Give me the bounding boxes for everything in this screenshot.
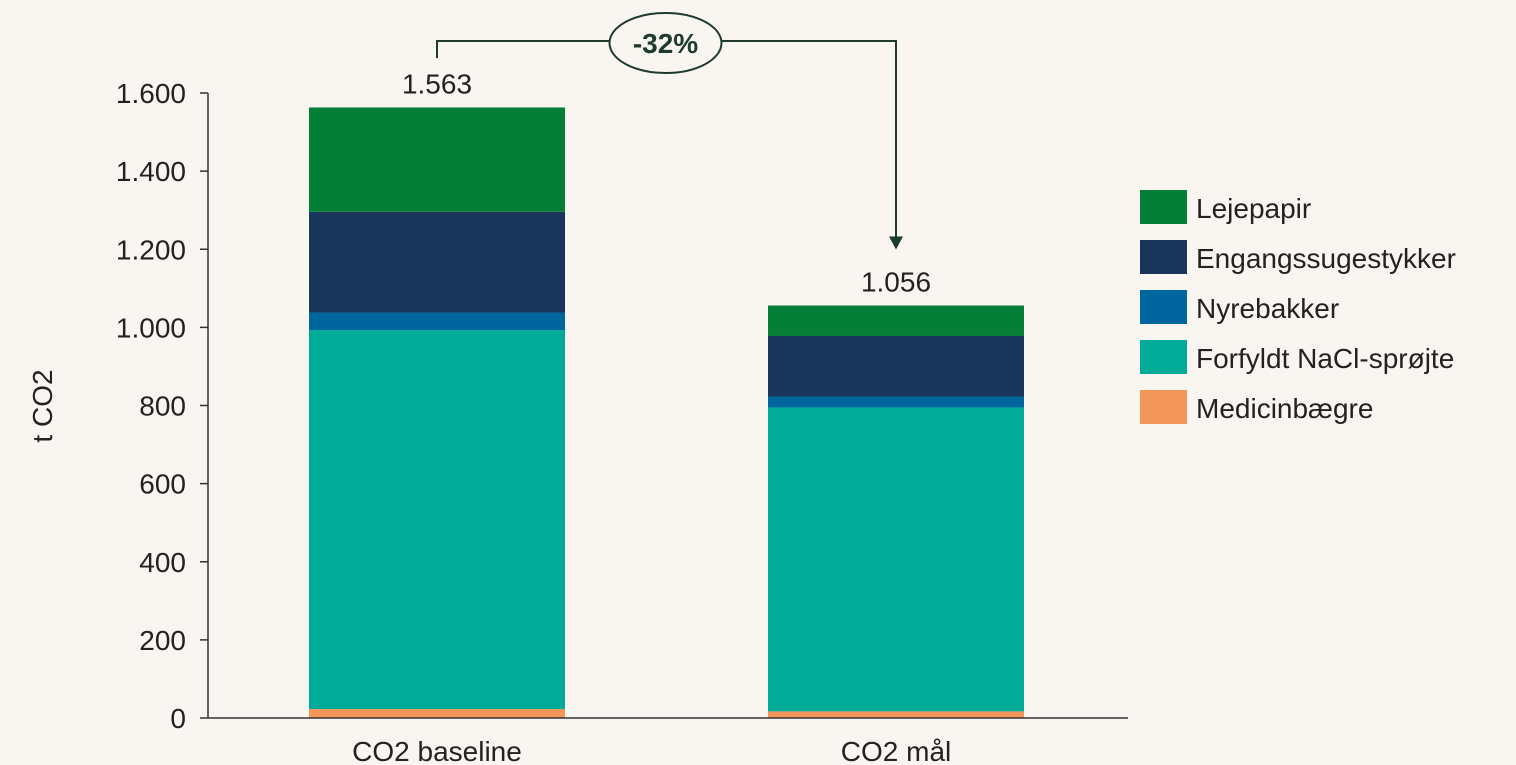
total-label: 1.563 [402,68,472,99]
change-percentage-label: -32% [633,28,698,59]
legend-label: Lejepapir [1196,193,1311,224]
y-tick-label: 1.600 [116,78,186,109]
x-category-label: CO2 mål [841,736,951,765]
y-tick-label: 200 [139,625,186,656]
y-tick-label: 0 [170,703,186,734]
legend-swatch [1140,290,1187,324]
legend-label: Medicinbægre [1196,393,1373,424]
bar-segment [309,330,565,710]
y-tick-label: 1.000 [116,312,186,343]
legend-swatch [1140,190,1187,224]
y-tick-label: 600 [139,469,186,500]
y-axis: 0 200 400 600 800 1.000 1.200 1.400 1.600 [116,78,209,734]
bar-segment [309,312,565,331]
total-label: 1.056 [861,267,931,298]
x-category-label: CO2 baseline [352,736,522,765]
y-tick-label: 400 [139,547,186,578]
change-arrow-head [889,236,903,250]
bar-segment [309,709,565,718]
bar-segment [768,711,1024,718]
legend-swatch [1140,390,1187,424]
bar-segment [768,396,1024,408]
legend-swatch [1140,340,1187,374]
legend-label: Nyrebakker [1196,293,1339,324]
x-axis: CO2 baseline CO2 mål [208,717,1128,765]
change-annotation: -32% [436,12,903,250]
y-tick-label: 1.200 [116,234,186,265]
bars [309,107,1024,718]
legend: Lejepapir Engangssugestykker Nyrebakker For… [1140,190,1456,424]
bar-segment [768,407,1024,712]
bar-segment [309,211,565,313]
bar-segment [768,335,1024,397]
bar-segment [309,107,565,212]
y-axis-title: t CO2 [27,369,58,442]
change-badge [608,12,723,74]
legend-label: Forfyldt NaCl-sprøjte [1196,343,1454,374]
total-labels: 1.563 1.056 [402,68,931,297]
bar-segment [768,305,1024,336]
legend-label: Engangssugestykker [1196,243,1456,274]
y-tick-label: 800 [139,391,186,422]
legend-swatch [1140,240,1187,274]
y-tick-label: 1.400 [116,156,186,187]
